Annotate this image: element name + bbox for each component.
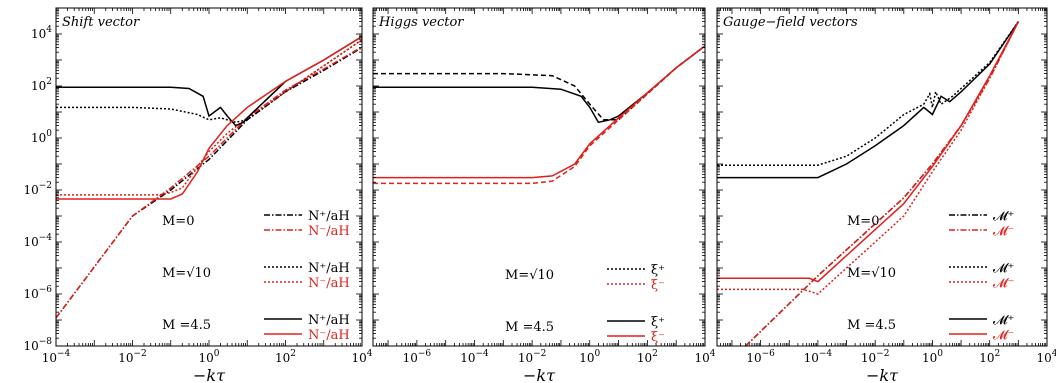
series-line-red-dashed [373, 45, 705, 185]
legend-group: M =4.5 𝓜⁺𝓜⁻ [847, 313, 1014, 343]
plot-frame [372, 7, 706, 347]
x-tick-label: 102 [979, 349, 1000, 365]
series-line-red-dotted [717, 21, 1020, 295]
legend-entry-label: N⁺/aH [308, 209, 350, 224]
legend-entry-label: ξ⁺ [651, 315, 665, 330]
x-axis-label: −kτ [193, 366, 226, 383]
legend-group: M =4.5 ξ⁺ξ⁻ [505, 315, 665, 345]
panel-title: Gauge−field vectors [723, 15, 858, 30]
panel-higgs-vector: 10−6 10−4 10−2 100 102 104 Higgs vector −kτ M=√1… [372, 7, 716, 383]
x-tick-label: 10−2 [861, 349, 890, 365]
x-tick-label: 10−4 [804, 349, 833, 365]
y-tick-label: 100 [31, 129, 52, 145]
legend-mass-label: M=0 [847, 214, 879, 229]
legend-mass-label: M =4.5 [505, 320, 554, 335]
series-line-black-solid [373, 45, 705, 124]
legend-group: M=√10 𝓜⁺𝓜⁻ [847, 261, 1014, 291]
x-tick-label: 10−4 [460, 349, 489, 365]
legend-mass-label: M=√10 [162, 266, 211, 281]
y-tick-label: 10−4 [23, 233, 52, 249]
legend-group: M=0 N⁺/aHN⁻/aH [162, 209, 350, 239]
series-line-red-solid [373, 45, 705, 179]
plot-frame [716, 7, 1048, 347]
legend-mass-label: M =4.5 [847, 318, 896, 333]
legend-mass-label: M =4.5 [162, 318, 211, 333]
x-tick-label: 10−6 [403, 349, 432, 365]
legend-group: M=√10 N⁺/aHN⁻/aH [162, 261, 350, 291]
x-tick-label: 10−4 [42, 349, 71, 365]
legend-entry-label: 𝓜⁺ [993, 261, 1014, 276]
legend-mass-label: M=√10 [505, 268, 554, 283]
series-line-black-dotted [717, 21, 1020, 166]
series-line-black-solid [56, 35, 362, 127]
y-tick-label: 10−8 [23, 337, 52, 353]
x-tick-label: 102 [275, 349, 296, 365]
y-tick-label: 104 [31, 25, 52, 41]
legend-group: M=√10 ξ⁺ξ⁻ [505, 263, 665, 293]
series-line-black-dotted [56, 39, 362, 124]
legend-mass-label: M=√10 [847, 266, 896, 281]
legend-entry-label: N⁺/aH [308, 313, 350, 328]
legend-entry-label: N⁻/aH [308, 224, 350, 239]
legend-entry-label: 𝓜⁺ [993, 209, 1014, 224]
legend-entry-label: N⁻/aH [308, 328, 350, 343]
series-group [717, 21, 1020, 346]
x-tick-label: 10−2 [518, 349, 547, 365]
x-tick-label: 104 [694, 349, 715, 365]
legend-entry-label: 𝓜⁻ [993, 276, 1014, 291]
panel-gauge-field-vectors: 10−6 10−4 10−2 100 102 104 Gauge−field vectors… [716, 7, 1056, 383]
legend-entry-label: N⁻/aH [308, 276, 350, 291]
x-tick-label: 10−2 [118, 349, 147, 365]
plot-frame [55, 7, 363, 347]
legend-entry-label: N⁺/aH [308, 261, 350, 276]
legend-group: M=0 𝓜⁺𝓜⁻ [847, 209, 1014, 239]
y-tick-label: 10−2 [23, 181, 52, 197]
series-line-red-solid [717, 21, 1020, 283]
series-line-red-dotted [56, 39, 362, 196]
legend-entry-label: ξ⁻ [651, 330, 665, 345]
legend-mass-label: M=0 [162, 214, 194, 229]
legend-entry-label: ξ⁻ [651, 278, 665, 293]
series-line-red-dashdot [56, 46, 362, 319]
legend-entry-label: ξ⁺ [651, 263, 665, 278]
y-tick-label: 102 [31, 77, 52, 93]
series-line-black-dashdot [745, 21, 1020, 346]
series-line-red-solid [56, 35, 362, 200]
x-tick-label: 104 [1036, 349, 1056, 365]
x-tick-label: 100 [579, 349, 600, 365]
series-group [373, 45, 705, 185]
x-axis-label: −kτ [866, 366, 899, 383]
legend-entry-label: 𝓜⁻ [993, 224, 1014, 239]
series-line-black-solid [717, 21, 1020, 179]
x-tick-label: 102 [637, 349, 658, 365]
x-tick-label: 104 [351, 349, 372, 365]
panel-shift-vector: 10−4 10−2 100 102 104 10−8 10−6 10−4 10−2 100 102 1… [23, 7, 373, 383]
x-tick-label: 10−6 [746, 349, 775, 365]
series-group [56, 35, 362, 319]
legend-group: M =4.5 N⁺/aHN⁻/aH [162, 313, 350, 343]
panel-title: Shift vector [62, 15, 140, 30]
series-line-red-dashdot [745, 21, 1020, 346]
x-tick-label: 100 [198, 349, 219, 365]
series-line-black-dashed [373, 45, 705, 121]
y-tick-label: 10−6 [23, 285, 52, 301]
panel-title: Higgs vector [378, 15, 464, 30]
legend-entry-label: 𝓜⁻ [993, 328, 1014, 343]
legend-entry-label: 𝓜⁺ [993, 313, 1014, 328]
x-axis-label: −kτ [523, 366, 556, 383]
x-tick-label: 100 [922, 349, 943, 365]
